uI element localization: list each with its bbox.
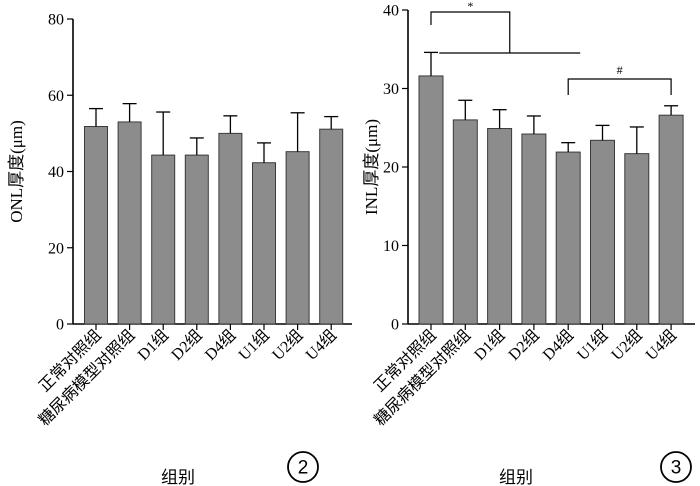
bar xyxy=(487,128,513,325)
y-tick-label: 40 xyxy=(48,164,64,181)
category-label: U2组 xyxy=(608,326,646,364)
bar xyxy=(555,151,581,325)
significance-bracket xyxy=(430,11,511,53)
x-axis-title: 组别 xyxy=(499,468,533,486)
category-label: U4组 xyxy=(302,326,340,364)
y-tick-label: 10 xyxy=(383,238,399,255)
significance-bracket xyxy=(567,78,672,95)
bar xyxy=(658,114,684,325)
significance-symbol: * xyxy=(467,0,473,13)
bar xyxy=(285,151,310,325)
bar xyxy=(624,153,650,325)
chart-panel-inl: 010203040正常对照组糖尿病模型对照组D1组D2组D4组U1组U2组U4组… xyxy=(362,0,695,486)
panel-number-circle xyxy=(660,451,692,483)
bar xyxy=(590,139,615,325)
bar xyxy=(452,119,478,325)
bar xyxy=(151,154,176,325)
y-tick-label: 20 xyxy=(48,240,64,257)
bar xyxy=(84,126,108,325)
category-label: U1组 xyxy=(573,326,611,364)
y-tick-label: 80 xyxy=(48,12,64,29)
bar xyxy=(252,162,276,325)
category-label: D4组 xyxy=(201,326,239,364)
y-axis-title: INL厚度(μm) xyxy=(362,119,381,215)
significance-symbol: # xyxy=(617,63,623,77)
y-axis-title: ONL厚度(μm) xyxy=(7,120,26,223)
category-label: D2组 xyxy=(168,326,206,364)
y-tick-label: 40 xyxy=(383,3,399,20)
bar xyxy=(418,75,444,325)
bar xyxy=(184,154,209,325)
bar xyxy=(117,121,142,325)
y-tick-label: 0 xyxy=(56,317,64,334)
y-tick-label: 60 xyxy=(48,88,64,105)
panel-number: 3 xyxy=(671,458,682,479)
y-tick-label: 20 xyxy=(383,160,399,177)
category-label: D1组 xyxy=(134,326,172,364)
y-tick-label: 0 xyxy=(391,317,399,334)
bar xyxy=(319,128,344,325)
bar xyxy=(218,132,243,325)
category-label: U1组 xyxy=(235,326,273,364)
panel-number-circle xyxy=(287,451,319,483)
y-tick-label: 30 xyxy=(383,81,399,98)
chart-panel-onl: 020406080正常对照组糖尿病模型对照组D1组D2组D4组U1组U2组U4组… xyxy=(7,12,352,486)
bar xyxy=(521,133,547,325)
category-label: U2组 xyxy=(269,326,307,364)
panel-number: 2 xyxy=(298,458,309,479)
category-label: D4组 xyxy=(539,326,577,364)
category-label: U4组 xyxy=(642,326,680,364)
category-label: D2组 xyxy=(505,326,543,364)
category-label: D1组 xyxy=(471,326,509,364)
x-axis-title: 组别 xyxy=(161,468,195,486)
